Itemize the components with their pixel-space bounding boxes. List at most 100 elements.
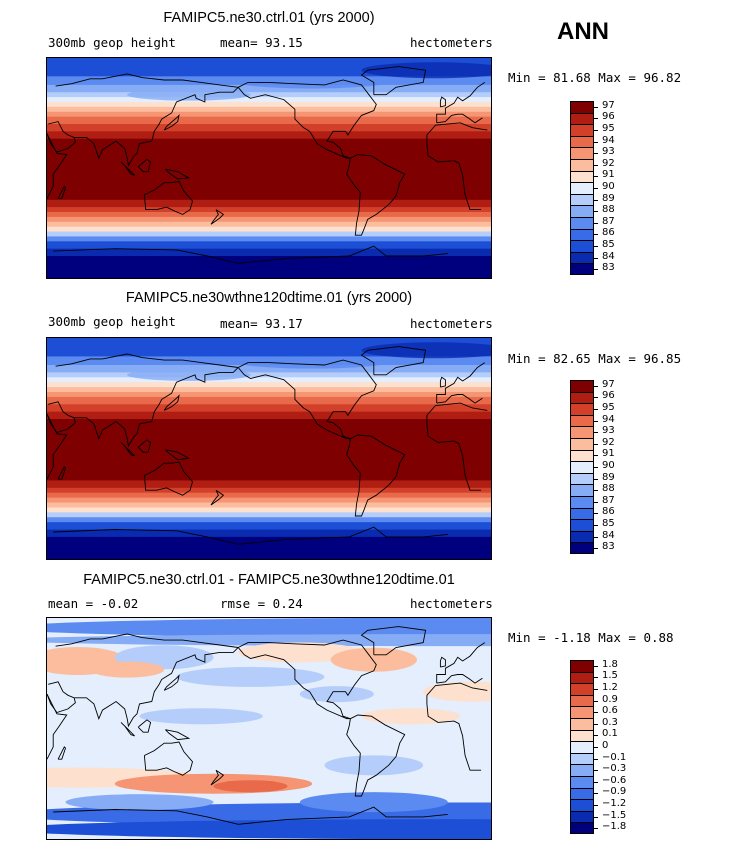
field-band (47, 221, 491, 228)
field-band (47, 84, 491, 93)
panel-1-minmax-label: Min = 81.68 Max = 96.82 (508, 70, 682, 85)
panel-1-colorbar: 97 96 95 94 93 92 91 90 89 88 87 86 85 84 83 (570, 100, 615, 275)
panel-3-units-label: hectometers (410, 596, 493, 611)
panel-1-map-svg (47, 58, 491, 278)
coastline (57, 185, 67, 200)
field-band (47, 212, 491, 218)
coastline (237, 359, 377, 440)
colorbar-tick-label: 0.9 (602, 693, 618, 705)
colorbar-tick (594, 536, 598, 538)
colorbar-tick-label: 92 (602, 157, 615, 169)
colorbar-tick (594, 770, 598, 772)
colorbar-tick (594, 700, 598, 702)
colorbar-tick (594, 816, 598, 818)
colorbar-tick-label: 88 (602, 204, 615, 216)
colorbar-tick-label: 0.3 (602, 716, 618, 728)
coastline (210, 209, 225, 225)
colorbar-tick-label: 90 (602, 460, 615, 471)
colorbar-cell (570, 694, 594, 707)
colorbar-tick (594, 735, 598, 737)
colorbar-tick-label: 93 (602, 425, 615, 437)
diff-blob (65, 794, 214, 811)
colorbar-cell (570, 660, 594, 673)
field-lobe (238, 76, 387, 89)
field-band (47, 199, 491, 208)
field-lobe (127, 368, 251, 381)
diff-blob (176, 666, 325, 687)
field-band (47, 507, 491, 513)
coastline (120, 442, 135, 457)
field-lobe (127, 88, 251, 101)
colorbar-cell (570, 228, 594, 241)
field-band (47, 231, 491, 238)
colorbar-cell (570, 124, 594, 137)
panel-2-colorbar: 97 96 95 94 93 92 91 90 89 88 87 86 85 84 83 (570, 379, 615, 554)
panel-3-colorbar: 1.8 1.5 1.2 0.9 0.6 0.3 0.1 0 −0.1 −0.3 −0.6 −0.9 −1… (570, 659, 626, 834)
colorbar-tick-label: 94 (602, 134, 615, 146)
colorbar-cell (570, 438, 594, 451)
colorbar-cell (570, 776, 594, 789)
diff-blob (299, 686, 374, 703)
field-band (47, 392, 491, 398)
panel-1-units-label: hectometers (410, 35, 493, 50)
field-band (47, 102, 491, 108)
coastline (137, 719, 152, 733)
diff-blob (299, 792, 448, 813)
colorbar-cell (570, 182, 594, 195)
colorbar-cell (570, 752, 594, 765)
colorbar-cell (570, 414, 594, 427)
colorbar-tick (594, 677, 598, 679)
coastline (48, 73, 486, 167)
colorbar-tick (594, 490, 598, 492)
colorbar-tick (594, 443, 598, 445)
coastline (120, 161, 135, 176)
coastline (439, 376, 446, 388)
colorbar-tick-label: 0 (602, 740, 609, 751)
colorbar-tick (594, 712, 598, 714)
colorbar-cell (570, 706, 594, 719)
coastline (48, 633, 486, 728)
panel-3-title: FAMIPC5.ne30.ctrl.01 - FAMIPC5.ne30wthne… (83, 572, 455, 588)
diff-blob (324, 755, 424, 776)
coastline (53, 806, 448, 825)
coastline (165, 449, 191, 461)
colorbar-tick-label: 93 (602, 146, 615, 158)
colorbar-tick (594, 420, 598, 422)
colorbar-tick-label: 85 (602, 518, 615, 529)
colorbar-tick-label: −0.3 (602, 763, 627, 775)
colorbar-tick-label: 89 (602, 192, 615, 204)
coastline (143, 741, 193, 776)
panel-3-mean-label: mean = -0.02 (48, 596, 139, 611)
colorbar-cell (570, 799, 594, 812)
colorbar-tick (594, 513, 598, 515)
field-band (47, 131, 491, 140)
colorbar-cell (570, 810, 594, 823)
colorbar-cell (570, 449, 594, 462)
coastline (346, 154, 406, 236)
coastline (346, 434, 406, 517)
field-band (47, 365, 491, 373)
colorbar-tick-label: −0.1 (602, 751, 627, 763)
colorbar-tick-label: −0.6 (602, 774, 627, 786)
colorbar-tick (594, 257, 598, 259)
colorbar-tick-label: 86 (602, 506, 615, 518)
colorbar-tick (594, 781, 598, 783)
coastline (237, 79, 377, 159)
colorbar-tick-label: 97 (602, 378, 615, 390)
colorbar-tick (594, 793, 598, 795)
colorbar-cell (570, 542, 594, 554)
colorbar-tick (594, 385, 598, 387)
colorbar-tick (594, 467, 598, 468)
field-band (47, 116, 491, 125)
field-band (47, 411, 491, 420)
coastline (57, 466, 67, 480)
field-band (47, 256, 491, 278)
colorbar-cell (570, 496, 594, 509)
colorbar-tick-label: −1.8 (602, 821, 627, 833)
colorbar-cell (570, 426, 594, 439)
colorbar-tick (594, 153, 598, 155)
colorbar-cell (570, 472, 594, 485)
diff-blob (213, 780, 288, 793)
field-lobe (361, 62, 491, 79)
coastline (143, 180, 193, 215)
